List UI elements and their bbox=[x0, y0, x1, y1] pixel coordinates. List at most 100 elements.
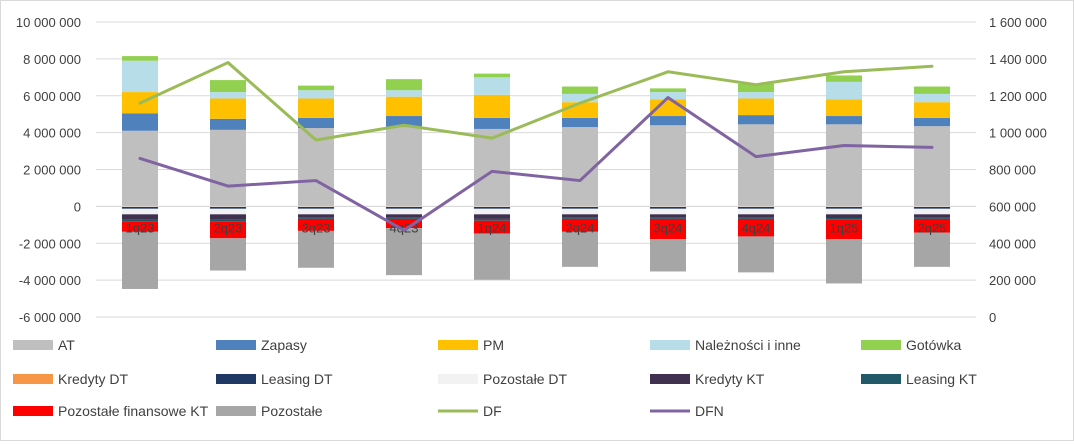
bar-segment-leasing-kt bbox=[474, 218, 510, 221]
y-right-tick-label: 1 000 000 bbox=[989, 126, 1047, 141]
legend-label: DFN bbox=[695, 403, 724, 419]
line-series-df bbox=[138, 61, 934, 142]
bar-segment-pozosta-e-dt bbox=[474, 208, 510, 215]
bar-segment-pozosta-e-finansowe-kt bbox=[562, 218, 598, 232]
right-axis: 1 600 000 1 400 000 1 200 000 1 000 000 800 … bbox=[989, 15, 1047, 325]
bar-segment-leasing-dt bbox=[386, 206, 422, 209]
bar-segment-got-wka bbox=[562, 86, 598, 94]
y-left-tick-label: 0 bbox=[74, 199, 81, 214]
y-left-tick-label: -2 000 000 bbox=[19, 236, 81, 251]
bar-segment-at bbox=[210, 129, 246, 207]
bar-segment-pozosta-e-dt bbox=[386, 208, 422, 215]
bar-segment-got-wka bbox=[298, 85, 334, 91]
bar-segment-nale-no-ci-i-inne bbox=[826, 81, 862, 100]
bar-segment-pm bbox=[474, 94, 510, 118]
bar-segment-pozosta-e-finansowe-kt bbox=[826, 219, 862, 240]
legend-label: Kredyty DT bbox=[58, 371, 128, 387]
legend-label: Pozostałe bbox=[261, 403, 323, 419]
bar-segment-leasing-kt bbox=[122, 219, 158, 222]
legend-label: DF bbox=[483, 403, 502, 419]
bar-segment-zapasy bbox=[650, 116, 686, 126]
bar-segment-pozosta-e-finansowe-kt bbox=[386, 218, 422, 229]
y-right-tick-label: 1 600 000 bbox=[989, 15, 1047, 30]
bar-segment-zapasy bbox=[562, 117, 598, 128]
category-label: 3q24 bbox=[654, 220, 683, 235]
legend-swatch bbox=[650, 374, 690, 384]
category-label: 4q24 bbox=[742, 220, 771, 235]
legend-label: Należności i inne bbox=[695, 337, 801, 353]
bar-segment-leasing-kt bbox=[562, 217, 598, 219]
line-series-dfn bbox=[138, 96, 934, 232]
bar-segment-at bbox=[474, 128, 510, 207]
bars bbox=[122, 56, 950, 289]
bar-segment-got-wka bbox=[738, 83, 774, 93]
bar-segment-pozosta-e-finansowe-kt bbox=[298, 218, 334, 231]
bar-segment-pozosta-e bbox=[210, 238, 246, 271]
bar-segment-at bbox=[386, 127, 422, 207]
category-label: 1q25 bbox=[830, 220, 859, 235]
legend-swatch bbox=[216, 340, 256, 350]
bar-segment-pozosta-e bbox=[826, 239, 862, 284]
bar-segment-leasing-dt bbox=[210, 206, 246, 209]
bar-segment-pm bbox=[298, 98, 334, 118]
bar-segment-pozosta-e bbox=[650, 239, 686, 272]
legend-swatch bbox=[13, 406, 53, 416]
bar-segment-nale-no-ci-i-inne bbox=[650, 92, 686, 100]
y-right-tick-label: 1 200 000 bbox=[989, 89, 1047, 104]
y-left-tick-label: -6 000 000 bbox=[19, 310, 81, 325]
y-right-tick-label: 200 000 bbox=[989, 273, 1036, 288]
bar-segment-pozosta-e-finansowe-kt bbox=[914, 218, 950, 233]
bar-segment-nale-no-ci-i-inne bbox=[298, 90, 334, 99]
bar-segment-pozosta-e-dt bbox=[210, 208, 246, 215]
bar-segment-leasing-dt bbox=[738, 206, 774, 209]
bar-segment-leasing-dt bbox=[914, 206, 950, 209]
bar-segment-leasing-kt bbox=[650, 217, 686, 219]
bar-segment-pozosta-e bbox=[914, 232, 950, 267]
bar-segment-zapasy bbox=[210, 118, 246, 130]
category-label: 2q25 bbox=[918, 220, 947, 235]
category-label: 1q24 bbox=[478, 220, 507, 235]
bar-segment-kredyty-kt bbox=[122, 214, 158, 220]
bar-segment-leasing-dt bbox=[298, 206, 334, 209]
legend-swatch bbox=[650, 340, 690, 350]
bar-segment-leasing-dt bbox=[474, 206, 510, 209]
bar-segment-at bbox=[562, 127, 598, 207]
category-label: 1q23 bbox=[126, 220, 155, 235]
bar-segment-zapasy bbox=[738, 115, 774, 125]
lines bbox=[138, 61, 934, 232]
bar-segment-zapasy bbox=[914, 117, 950, 127]
bar-segment-pozosta-e-dt bbox=[650, 208, 686, 215]
bar-segment-nale-no-ci-i-inne bbox=[914, 93, 950, 103]
bar-segment-zapasy bbox=[826, 116, 862, 125]
bar-segment-got-wka bbox=[122, 56, 158, 61]
bar-segment-pm bbox=[826, 99, 862, 117]
bar-segment-kredyty-kt bbox=[914, 214, 950, 218]
bar-segment-leasing-kt bbox=[210, 219, 246, 222]
bar-segment-nale-no-ci-i-inne bbox=[474, 77, 510, 95]
y-left-tick-label: 8 000 000 bbox=[23, 52, 81, 67]
bar-segment-pozosta-e-finansowe-kt bbox=[738, 218, 774, 237]
y-right-tick-label: 0 bbox=[989, 310, 996, 325]
bar-segment-leasing-kt bbox=[386, 217, 422, 219]
bar-segment-pozosta-e-dt bbox=[914, 208, 950, 215]
bar-segment-kredyty-kt bbox=[738, 214, 774, 218]
bar-segment-nale-no-ci-i-inne bbox=[122, 60, 158, 93]
bar-segment-zapasy bbox=[474, 117, 510, 129]
bar-segment-leasing-kt bbox=[298, 217, 334, 219]
bar-segment-pozosta-e-dt bbox=[122, 208, 158, 215]
bar-segment-nale-no-ci-i-inne bbox=[386, 90, 422, 97]
bar-segment-kredyty-kt bbox=[826, 214, 862, 218]
bar-segment-got-wka bbox=[650, 88, 686, 93]
bar-segment-pm bbox=[210, 98, 246, 119]
category-label: 2q23 bbox=[214, 220, 243, 235]
bar-segment-pozosta-e-dt bbox=[826, 208, 862, 215]
bar-segment-pozosta-e bbox=[738, 236, 774, 273]
bar-segment-got-wka bbox=[474, 73, 510, 78]
bar-segment-pozosta-e-finansowe-kt bbox=[650, 218, 686, 240]
bar-segment-zapasy bbox=[298, 117, 334, 129]
bar-segment-at bbox=[122, 130, 158, 207]
bar-segment-pozosta-e-finansowe-kt bbox=[210, 221, 246, 239]
bar-segment-pozosta-e-dt bbox=[738, 208, 774, 215]
bar-segment-leasing-kt bbox=[826, 217, 862, 220]
